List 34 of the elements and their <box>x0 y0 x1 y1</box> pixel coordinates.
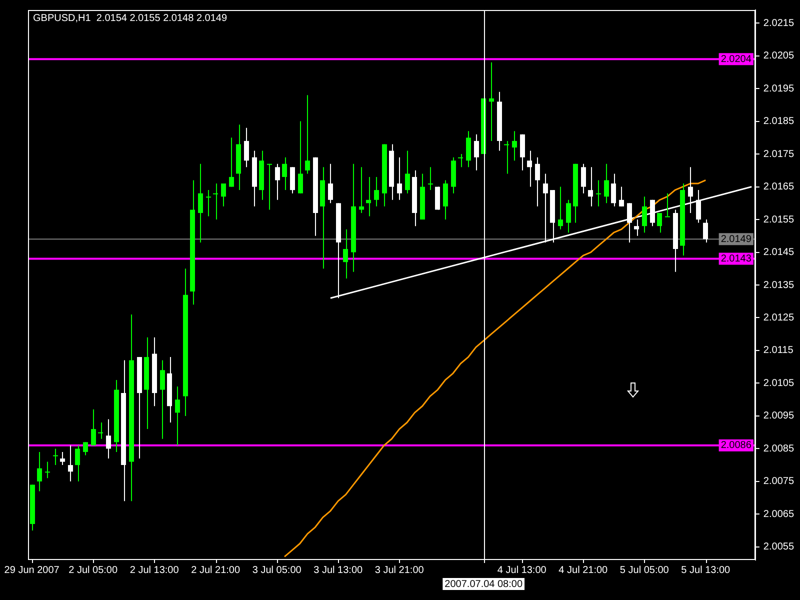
x-tick-label: 2 Jul 21:00 <box>191 564 240 576</box>
x-tick-label: 3 Jul 13:00 <box>314 564 364 576</box>
x-tick-label: 4 Jul 13:00 <box>497 564 547 576</box>
y-tick-label: 2.0095 <box>763 410 794 422</box>
y-tick-label: 2.0185 <box>763 116 794 128</box>
x-tick-label: 2 Jul 05:00 <box>68 564 118 576</box>
y-tick-label: 2.0165 <box>763 182 794 193</box>
y-tick-label: 2.0145 <box>763 247 794 258</box>
x-tick-label: 4 Jul 21:00 <box>558 564 608 576</box>
ref-line-label: 2.0149 <box>720 234 752 245</box>
y-tick-label: 2.0055 <box>763 542 794 553</box>
chart-title: GBPUSD,H1 2.0154 2.0155 2.0148 2.0149 <box>33 12 228 24</box>
x-tick-label: 3 Jul 05:00 <box>252 564 302 576</box>
x-tick-label: 2007.07.04 08:00 <box>444 578 523 590</box>
ref-line-label: 2.0204 <box>720 54 752 65</box>
y-tick-label: 2.0125 <box>763 312 794 324</box>
x-tick-label: 5 Jul 05:00 <box>620 564 670 576</box>
x-tick-label: 3 Jul 21:00 <box>374 564 424 576</box>
x-tick-label: 5 Jul 13:00 <box>681 564 731 576</box>
y-tick-label: 2.0175 <box>763 148 794 160</box>
y-tick-label: 2.0065 <box>763 508 794 520</box>
y-tick-label: 2.0155 <box>763 214 794 226</box>
y-tick-label: 2.0105 <box>763 378 794 389</box>
ref-line-label: 2.0086 <box>720 440 752 452</box>
x-tick-label: 2 Jul 13:00 <box>130 564 180 576</box>
y-tick-label: 2.0075 <box>763 476 794 488</box>
y-tick-label: 2.0115 <box>763 345 794 356</box>
y-tick-label: 2.0195 <box>763 83 794 94</box>
ref-line-label: 2.0143 <box>720 254 752 265</box>
y-tick-label: 2.0205 <box>763 50 794 62</box>
x-tick-label: 29 Jun 2007 <box>4 564 60 576</box>
y-tick-label: 2.0085 <box>763 443 794 454</box>
y-tick-label: 2.0215 <box>763 18 794 29</box>
y-tick-label: 2.0135 <box>763 280 794 291</box>
